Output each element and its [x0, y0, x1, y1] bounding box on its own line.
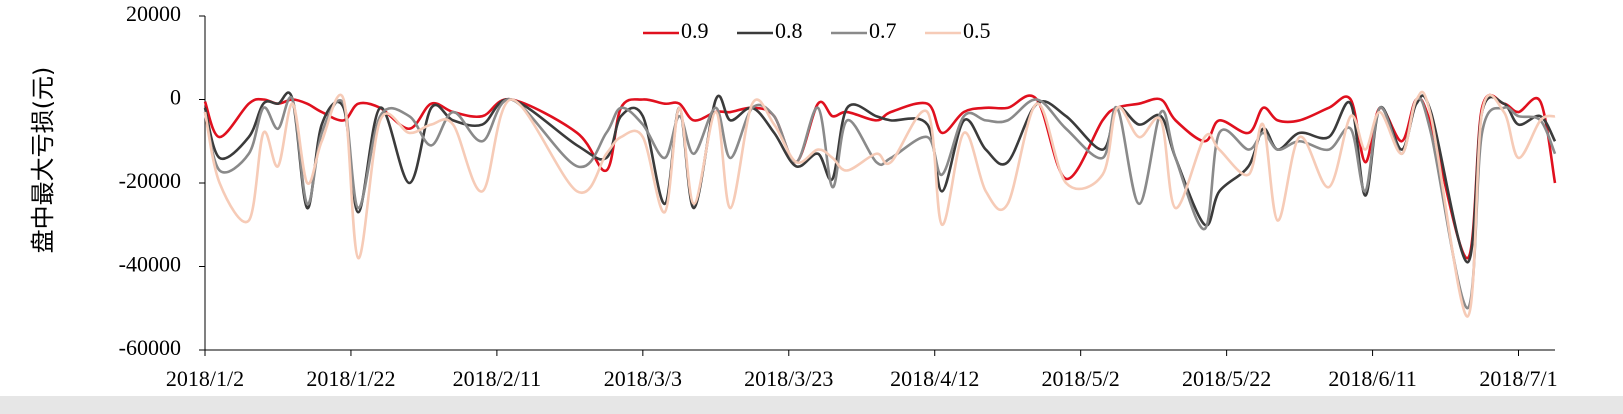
legend-label: 0.7 [869, 18, 897, 43]
y-tick-label: 20000 [126, 1, 181, 26]
x-tick-label: 2018/3/3 [604, 366, 682, 391]
x-tick-label: 2018/5/22 [1182, 366, 1271, 391]
x-tick-label: 2018/4/12 [890, 366, 979, 391]
legend-label: 0.5 [963, 18, 991, 43]
y-axis-label: 盘中最大亏损(元) [29, 67, 57, 254]
bottom-strip [0, 396, 1623, 414]
x-tick-label: 2018/6/11 [1328, 366, 1416, 391]
y-tick-label: -60000 [119, 335, 181, 360]
x-tick-label: 2018/2/11 [453, 366, 541, 391]
x-tick-label: 2018/1/2 [166, 366, 244, 391]
x-tick-label: 2018/3/23 [744, 366, 833, 391]
series-line [203, 95, 1557, 310]
x-tick-label: 2018/7/1 [1479, 366, 1557, 391]
legend-label: 0.9 [681, 18, 709, 43]
x-tick-label: 2018/5/2 [1042, 366, 1120, 391]
y-tick-label: -40000 [119, 252, 181, 277]
x-tick-label: 2018/1/22 [306, 366, 395, 391]
series-line [203, 93, 1557, 260]
y-tick-label: 0 [170, 85, 181, 110]
series-line [203, 91, 1557, 264]
y-tick-label: -20000 [119, 168, 181, 193]
series-line [203, 90, 1556, 318]
legend-label: 0.8 [775, 18, 803, 43]
